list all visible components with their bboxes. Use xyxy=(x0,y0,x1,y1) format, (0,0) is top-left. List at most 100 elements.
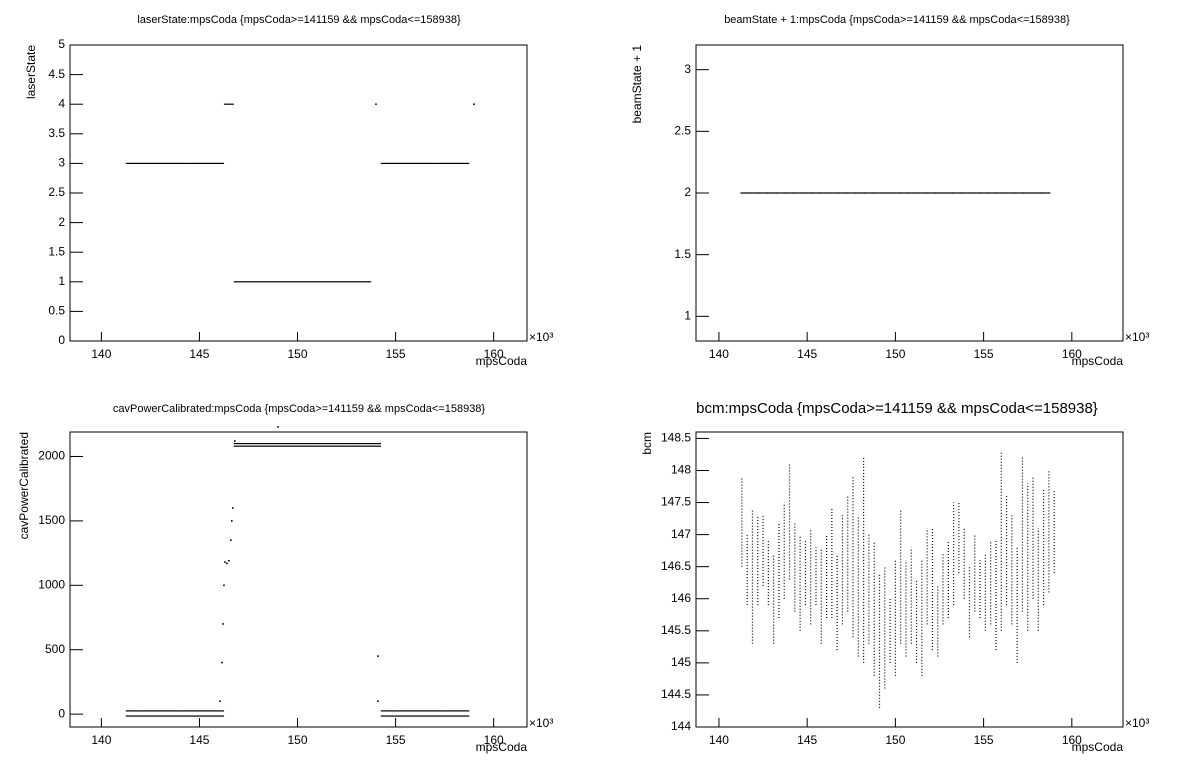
point xyxy=(890,192,901,194)
plot-panel: beamState + 1:mpsCoda {mpsCoda>=141159 &… xyxy=(630,14,1149,368)
point xyxy=(377,700,379,703)
point xyxy=(233,442,244,445)
point xyxy=(370,445,381,447)
y-axis-label: beamState + 1 xyxy=(630,45,644,124)
x-tick-label: 150 xyxy=(885,347,905,361)
point xyxy=(174,710,185,712)
point xyxy=(429,162,440,164)
point xyxy=(459,162,470,164)
point xyxy=(410,710,421,712)
point xyxy=(881,192,892,194)
x-tick-label: 140 xyxy=(709,347,729,361)
point xyxy=(978,192,989,194)
point xyxy=(174,715,185,717)
plot-panel: laserState:mpsCoda {mpsCoda>=141159 && m… xyxy=(24,14,553,368)
plot-title: cavPowerCalibrated:mpsCoda {mpsCoda>=141… xyxy=(113,403,486,415)
point xyxy=(449,162,460,164)
point xyxy=(331,445,342,447)
point xyxy=(165,715,176,717)
point xyxy=(1031,192,1042,194)
y-tick-label: 146 xyxy=(671,591,691,605)
y-tick-label: 2 xyxy=(684,185,691,199)
point xyxy=(952,192,963,194)
x-tick-label: 160 xyxy=(484,347,504,361)
y-tick-label: 1.5 xyxy=(674,247,691,261)
point xyxy=(925,192,936,194)
point xyxy=(184,715,195,717)
x-tick-label: 145 xyxy=(797,733,817,747)
point xyxy=(263,445,274,447)
point xyxy=(934,192,945,194)
point xyxy=(226,562,228,565)
point xyxy=(420,715,431,717)
point xyxy=(810,192,821,194)
point xyxy=(390,162,401,164)
y-tick-label: 5 xyxy=(58,37,65,51)
point xyxy=(321,442,332,445)
x-tick-label: 160 xyxy=(1062,347,1082,361)
x-tick-label: 140 xyxy=(91,733,111,747)
point xyxy=(351,281,362,283)
y-tick-label: 3 xyxy=(684,62,691,76)
x-multiplier: ×10³ xyxy=(1125,330,1149,344)
point xyxy=(194,162,205,164)
point xyxy=(766,192,777,194)
point xyxy=(828,192,839,194)
point xyxy=(439,715,450,717)
point xyxy=(145,715,156,717)
y-tick-label: 2000 xyxy=(38,449,65,463)
point xyxy=(145,710,156,712)
x-tick-label: 160 xyxy=(484,733,504,747)
point xyxy=(1005,192,1016,194)
plot-frame xyxy=(69,44,528,342)
point xyxy=(908,192,919,194)
point xyxy=(331,281,342,283)
point xyxy=(155,710,166,712)
point xyxy=(184,710,195,712)
point xyxy=(302,281,313,283)
y-tick-label: 4 xyxy=(58,96,65,110)
point xyxy=(230,539,232,542)
plot-title: laserState:mpsCoda {mpsCoda>=141159 && m… xyxy=(137,14,461,26)
point xyxy=(802,192,813,194)
x-tick-label: 155 xyxy=(974,733,994,747)
point xyxy=(223,103,234,105)
y-tick-label: 0.5 xyxy=(48,304,65,318)
y-axis-label: laserState xyxy=(24,45,38,99)
point xyxy=(1013,192,1024,194)
y-tick-label: 500 xyxy=(45,642,65,656)
point xyxy=(184,162,195,164)
point xyxy=(312,442,323,445)
x-tick-label: 140 xyxy=(91,347,111,361)
x-tick-label: 155 xyxy=(974,347,994,361)
point xyxy=(749,192,760,194)
point xyxy=(135,710,146,712)
point xyxy=(277,426,279,428)
point xyxy=(204,162,215,164)
point xyxy=(214,715,225,717)
point xyxy=(370,442,381,445)
point xyxy=(243,445,254,447)
point xyxy=(155,715,166,717)
point xyxy=(960,192,971,194)
point xyxy=(292,281,303,283)
point xyxy=(341,442,352,445)
point xyxy=(272,442,283,445)
point xyxy=(439,162,450,164)
y-tick-label: 148.5 xyxy=(661,431,691,445)
y-tick-label: 4.5 xyxy=(48,67,65,81)
plot-panel: bcm:mpsCoda {mpsCoda>=141159 && mpsCoda<… xyxy=(640,400,1149,754)
point xyxy=(449,715,460,717)
plot-panel: cavPowerCalibrated:mpsCoda {mpsCoda>=141… xyxy=(17,403,553,754)
point xyxy=(400,715,411,717)
point xyxy=(312,445,323,447)
x-tick-label: 150 xyxy=(288,347,308,361)
point xyxy=(775,192,786,194)
point xyxy=(872,192,883,194)
point xyxy=(837,192,848,194)
point xyxy=(361,281,372,283)
point xyxy=(253,442,264,445)
point xyxy=(459,715,470,717)
point xyxy=(282,445,293,447)
